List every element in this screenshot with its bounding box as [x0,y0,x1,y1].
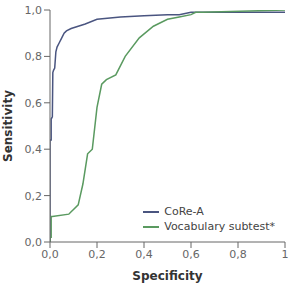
html-text:CoRe-A: CoRe-A [164,205,204,218]
svg-text:0,8: 0,8 [229,248,247,261]
svg-text:0,4: 0,4 [25,143,43,156]
svg-text:0,0: 0,0 [41,248,59,261]
svg-text:Sensitivity: Sensitivity [8,90,15,162]
html-text:Vocabulary subtest*: Vocabulary subtest* [164,220,275,233]
svg-text:0,6: 0,6 [182,248,200,261]
svg-text:Specificity: Specificity [132,269,202,283]
svg-text:0,2: 0,2 [25,190,43,203]
svg-text:1: 1 [282,248,289,261]
svg-text:0,4: 0,4 [135,248,153,261]
svg-text:1,0: 1,0 [25,4,43,17]
svg-text:0,6: 0,6 [25,97,43,110]
svg-text:0,0: 0,0 [25,236,43,249]
svg-text:0,2: 0,2 [88,248,106,261]
svg-text:0,8: 0,8 [25,50,43,63]
